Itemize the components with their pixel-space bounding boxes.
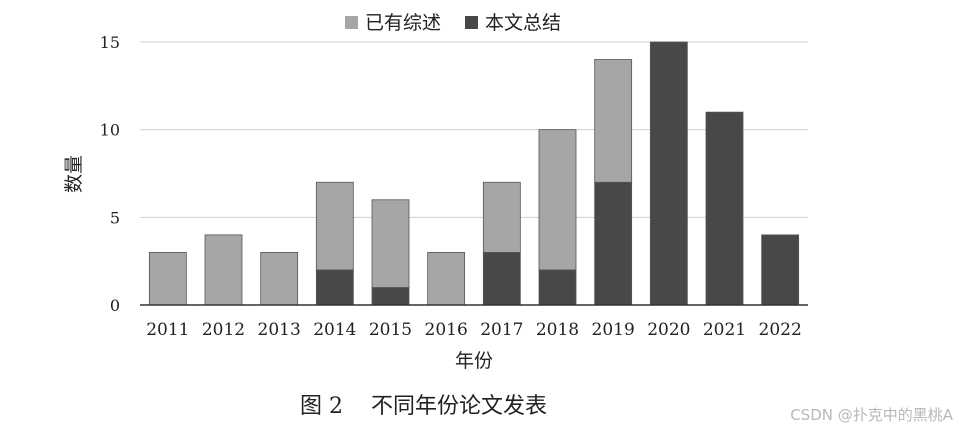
bar-2017-summary <box>482 251 521 306</box>
watermark: CSDN @扑克中的黑桃A <box>790 406 953 424</box>
x-tick-label: 2011 <box>146 320 189 340</box>
x-tick-label: 2017 <box>480 320 523 340</box>
bar-2014-review <box>315 181 354 271</box>
bar-2012-review <box>204 234 243 306</box>
bar-2020-summary <box>649 41 688 306</box>
x-axis-ticks: 2011 2012 2013 2014 2015 2016 2017 2018 2019 2020… <box>146 320 802 340</box>
legend: 已有综述 本文总结 <box>345 12 561 34</box>
legend-label: 本文总结 <box>485 12 561 34</box>
bar-2015-summary <box>371 287 410 306</box>
x-tick-label: 2019 <box>592 320 635 340</box>
y-tick-label: 10 <box>100 121 120 140</box>
bar-2011-review <box>148 251 187 306</box>
bar-2016-review <box>427 251 466 306</box>
bar-2018-summary <box>538 269 577 306</box>
figure-caption: 图 2 不同年份论文发表 <box>300 394 547 419</box>
x-tick-label: 2012 <box>202 320 245 340</box>
x-axis-label: 年份 <box>455 350 493 372</box>
x-tick-label: 2022 <box>759 320 802 340</box>
bar-2015-review <box>371 199 410 288</box>
bar-2022-summary <box>761 234 800 306</box>
bar-2018-review <box>538 129 577 271</box>
gridlines <box>140 41 808 218</box>
x-tick-label: 2015 <box>369 320 412 340</box>
legend-label: 已有综述 <box>365 12 441 34</box>
y-axis-ticks: 0 5 10 15 <box>100 33 120 315</box>
bar-2013-review <box>260 251 299 306</box>
y-axis-label: 数量 <box>63 155 85 193</box>
x-tick-label: 2016 <box>425 320 468 340</box>
bar-chart: 已有综述 本文总结 0 5 10 15 2011 2012 2013 2014 2015 2016… <box>63 12 808 372</box>
bars <box>148 41 800 306</box>
legend-swatch <box>345 16 358 29</box>
y-tick-label: 0 <box>110 296 120 315</box>
x-tick-label: 2014 <box>313 320 356 340</box>
y-tick-label: 15 <box>100 33 120 52</box>
x-tick-label: 2020 <box>647 320 690 340</box>
y-tick-label: 5 <box>110 208 120 227</box>
x-tick-label: 2013 <box>258 320 301 340</box>
x-tick-label: 2018 <box>536 320 579 340</box>
x-tick-label: 2021 <box>703 320 746 340</box>
bar-2021-summary <box>705 111 744 306</box>
bar-2019-summary <box>594 181 633 306</box>
bar-2019-review <box>594 59 633 183</box>
legend-swatch <box>465 16 478 29</box>
bar-2014-summary <box>315 269 354 306</box>
bar-2017-review <box>482 181 521 253</box>
